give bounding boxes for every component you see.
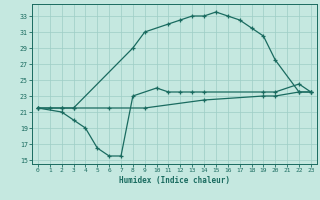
X-axis label: Humidex (Indice chaleur): Humidex (Indice chaleur) <box>119 176 230 185</box>
